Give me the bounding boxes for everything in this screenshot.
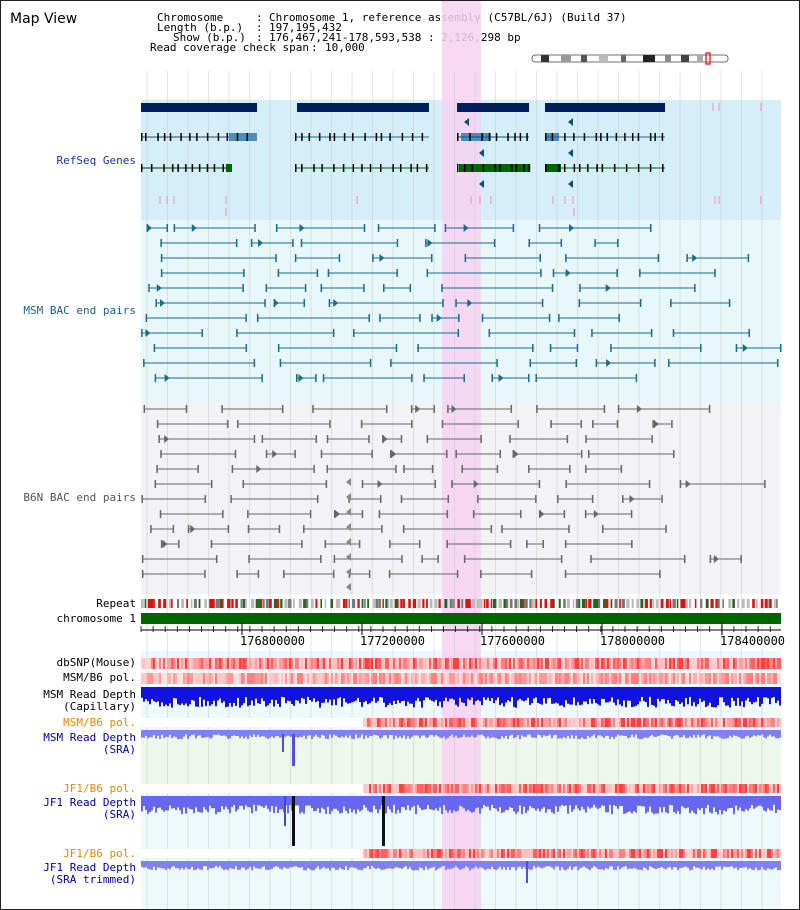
b6n-bac-end-pairs-label[interactable]: B6N BAC end pairs [23, 491, 136, 504]
page-title: Map View [10, 11, 78, 27]
axis-tick-label: 177200000 [360, 634, 426, 648]
msm-b6-pol-label-1: MSM/B6 pol. [63, 671, 136, 684]
jf1-read-depth-sra-track [141, 796, 781, 846]
dbsnp-label: dbSNP(Mouse) [56, 656, 136, 669]
ideogram-position-marker [705, 52, 711, 65]
position-axis [140, 623, 781, 635]
chromosome-1-label: chromosome 1 [56, 612, 136, 625]
coverage-value: 10,000 [325, 41, 365, 54]
show-sep: : [256, 31, 263, 44]
msm-read-depth-capillary-label-1: MSM Read Depth [43, 688, 136, 701]
dbsnp-density-track [141, 658, 782, 669]
chromosome-label: Chromosome [157, 11, 224, 24]
jf1-read-depth-sra-label-2: (SRA) [102, 808, 136, 821]
chromosome-sep: : [256, 11, 263, 24]
jf1-read-depth-sra-label-1: JF1 Read Depth [43, 796, 136, 809]
axis-tick-label: 178000000 [600, 634, 666, 648]
msm-bac-end-pairs-label[interactable]: MSM BAC end pairs [23, 304, 136, 317]
msm-read-depth-capillary-track [141, 687, 781, 708]
repeat-track [141, 599, 778, 608]
vertical-gridlines [146, 71, 763, 909]
msm-b6-pol-label-2: MSM/B6 pol. [63, 716, 136, 729]
axis-tick-label: 177600000 [480, 634, 546, 648]
refseq-exon-ticks [141, 133, 664, 172]
length-sep: : [256, 21, 263, 34]
msm-read-depth-sra-label-2: (SRA) [102, 743, 136, 756]
b6n-bac-end-pairs [141, 405, 766, 591]
jf1-read-depth-trimmed-label-2: (SRA trimmed) [49, 873, 136, 886]
jf1-b6-pol-track-2 [141, 849, 782, 858]
refseq-small-markers [159, 103, 762, 216]
jf1-b6-pol-label-2: JF1/B6 pol. [63, 847, 136, 860]
coverage-sep: : [311, 41, 318, 54]
show-label: Show (b.p.) [173, 31, 246, 44]
refseq-genes-label[interactable]: RefSeq Genes [56, 154, 136, 167]
msm-read-depth-sra-label-1: MSM Read Depth [43, 731, 136, 744]
msm-read-depth-capillary-label-2: (Capillary) [63, 700, 136, 713]
jf1-b6-pol-label-1: JF1/B6 pol. [63, 782, 136, 795]
length-value: 197,195,432 [269, 21, 342, 34]
jf1-read-depth-trimmed-track [141, 861, 781, 883]
axis-tick-label: 176800000 [240, 634, 306, 648]
chromosome-1-bar [141, 613, 781, 624]
msm-read-depth-sra-track [141, 730, 781, 766]
msm-b6-pol-track-1 [141, 673, 782, 684]
chromosome-ideogram [531, 52, 729, 65]
axis-tick-label: 178400000 [720, 634, 786, 648]
msm-bac-end-pairs [141, 224, 782, 382]
jf1-read-depth-trimmed-label-1: JF1 Read Depth [43, 861, 136, 874]
coverage-label: Read coverage check span [150, 41, 309, 54]
repeat-label: Repeat [96, 597, 136, 610]
selected-region-highlight [442, 1, 481, 909]
jf1-b6-pol-track-1 [141, 784, 782, 793]
msm-b6-pol-track-2 [141, 718, 782, 727]
length-label: Length (b.p.) [157, 21, 244, 34]
